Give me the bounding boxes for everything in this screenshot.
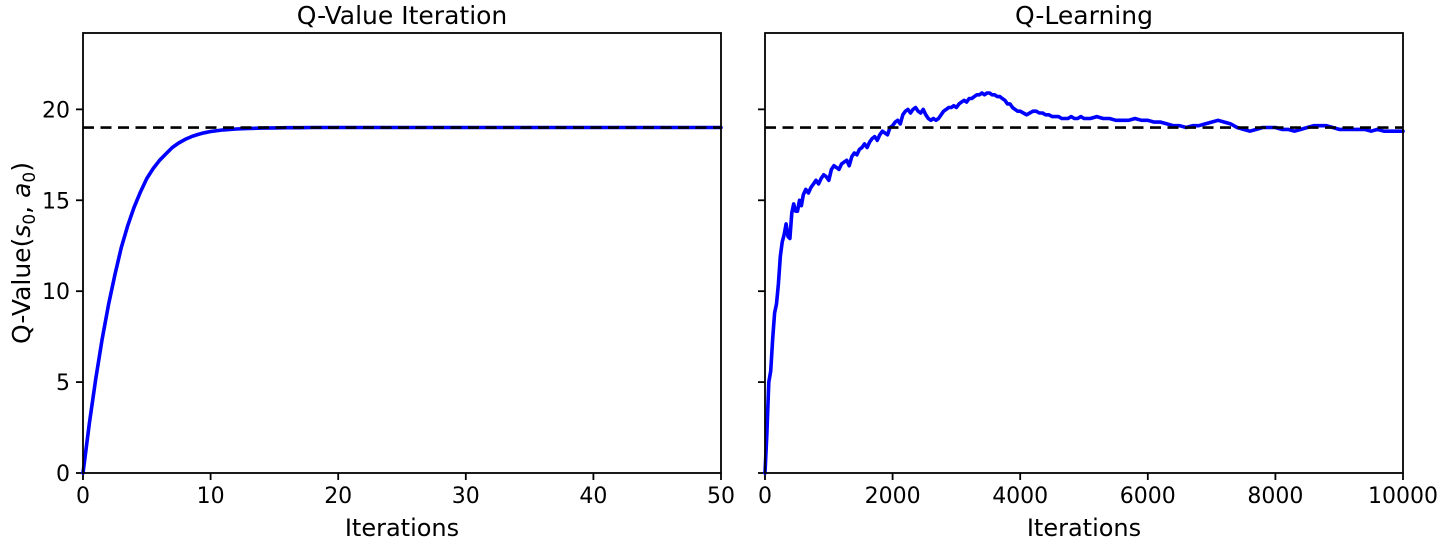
q-value-iteration-curve <box>81 125 723 475</box>
axes-frame <box>82 32 722 474</box>
yaxis-label-suffix: ) <box>7 162 36 172</box>
y-tick-label: 5 <box>56 371 70 396</box>
yaxis-label-s-sub: 0 <box>20 214 40 225</box>
axes-frame <box>764 32 1404 474</box>
x-tick-label: 10000 <box>1368 484 1438 509</box>
left-plot-axes: 0 10 20 30 40 50 0 5 10 15 20 <box>42 32 735 509</box>
right-plot-axes: 0 2000 4000 6000 8000 10000 <box>758 32 1438 509</box>
x-tick-label: 0 <box>758 484 772 509</box>
yaxis-label: Q-Value(s0, a0) <box>7 162 40 344</box>
x-tick-label: 50 <box>707 484 735 509</box>
yaxis-label-comma: , <box>7 198 36 214</box>
y-tick-label: 20 <box>42 98 70 123</box>
x-tick-label: 8000 <box>1247 484 1303 509</box>
x-tick-label: 0 <box>76 484 90 509</box>
left-plot-title: Q-Value Iteration <box>297 1 508 30</box>
y-tick-label: 10 <box>42 280 70 305</box>
x-tick-label: 40 <box>579 484 607 509</box>
y-tick-label: 15 <box>42 189 70 214</box>
right-plot-title: Q-Learning <box>1015 1 1153 30</box>
x-tick-label: 30 <box>452 484 480 509</box>
q-learning-curve <box>763 91 1405 475</box>
yaxis-label-a-sub: 0 <box>20 172 40 183</box>
x-tick-label: 2000 <box>865 484 921 509</box>
yaxis-label-s: s <box>7 225 36 238</box>
x-tick-label: 6000 <box>1120 484 1176 509</box>
y-tick-label: 0 <box>56 462 70 487</box>
yaxis-label-a: a <box>7 183 36 198</box>
x-tick-label: 20 <box>324 484 352 509</box>
yaxis-label-prefix: Q-Value( <box>7 238 36 344</box>
x-tick-label: 4000 <box>992 484 1048 509</box>
left-xaxis-label: Iterations <box>345 514 459 542</box>
right-xaxis-label: Iterations <box>1027 514 1141 542</box>
x-tick-label: 10 <box>197 484 225 509</box>
